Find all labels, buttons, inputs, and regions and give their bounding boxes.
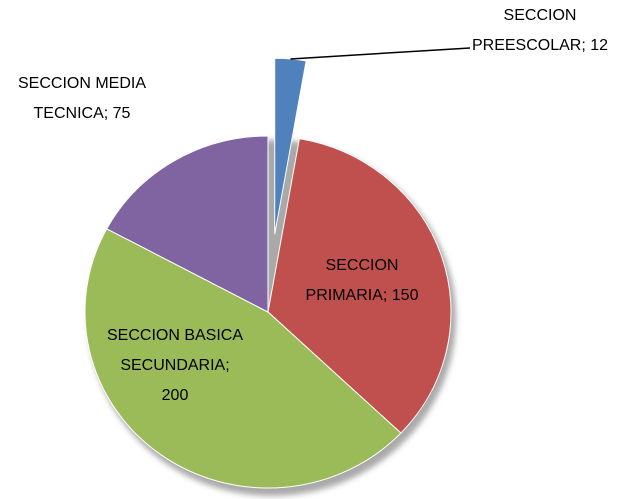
data-label: SECCION PRIMARIA; 150 <box>306 257 419 304</box>
data-label-line: PRIMARIA; 150 <box>306 287 419 304</box>
data-label: SECCION MEDIA TECNICA; 75 <box>18 75 146 122</box>
leader-line <box>290 47 471 60</box>
pie-slice <box>267 138 452 434</box>
data-label-line: SECCION MEDIA <box>18 75 146 92</box>
data-label: SECCION BASICA SECUNDARIA; 200 <box>107 327 243 404</box>
pie-slice <box>106 135 269 313</box>
pie-slice <box>84 228 402 489</box>
data-label-line: SECCION BASICA <box>107 327 243 344</box>
data-label-line: PREESCOLAR; 12 <box>472 37 608 54</box>
data-label-line: TECNICA; 75 <box>34 105 131 122</box>
data-label-line: 200 <box>162 387 189 404</box>
data-label-line: SECCION <box>326 257 399 274</box>
data-label-line: SECCION <box>504 7 577 24</box>
data-label-line: SECUNDARIA; <box>120 357 229 374</box>
data-label: SECCION PREESCOLAR; 12 <box>472 7 608 54</box>
